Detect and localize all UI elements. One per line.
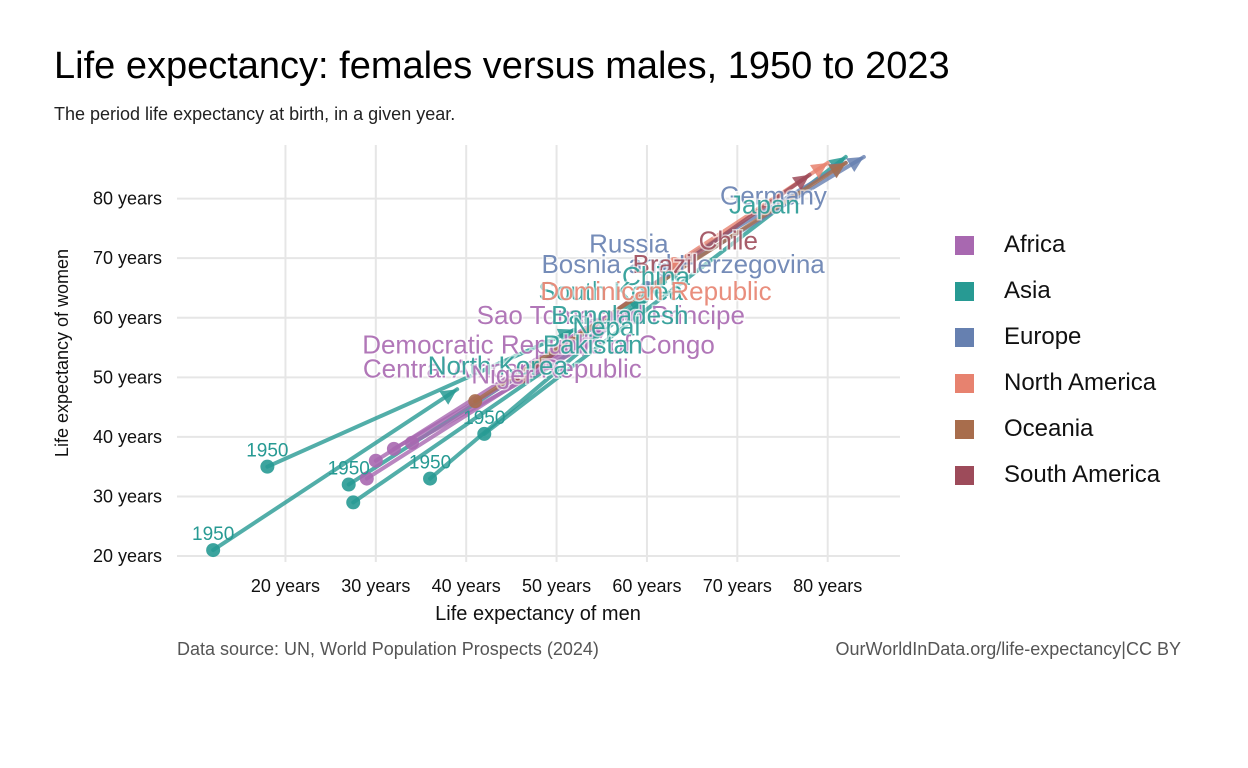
country-label: Chile <box>699 225 758 255</box>
series-arrowhead <box>556 328 575 344</box>
country-label: China <box>622 261 690 291</box>
y-tick-label: 40 years <box>93 427 162 447</box>
y-tick-label: 70 years <box>93 248 162 268</box>
series-start-point <box>260 459 275 474</box>
series-start-point <box>477 426 492 441</box>
series-arrowhead <box>611 311 629 328</box>
x-tick-label: 80 years <box>793 576 862 596</box>
country-label: Bosnia and Herzegovina <box>541 249 825 279</box>
legend-swatch <box>955 281 974 301</box>
legend-swatch <box>955 465 974 485</box>
legend-label: Oceania <box>1004 415 1094 442</box>
x-tick-label: 20 years <box>251 576 320 596</box>
series-start-point <box>404 435 419 450</box>
series-arrowhead <box>846 156 864 173</box>
y-tick-label: 60 years <box>93 308 162 328</box>
series-arrowhead <box>827 162 846 179</box>
start-year-label: 1950 <box>246 441 288 462</box>
legend-label: Africa <box>1004 231 1066 258</box>
series-line <box>391 321 613 451</box>
country-label: Democratic Republic of Congo <box>362 330 715 360</box>
series-start-point <box>468 394 483 409</box>
start-year-label: 1950 <box>328 459 370 480</box>
x-tick-label: 50 years <box>522 576 591 596</box>
x-axis-title: Life expectancy of men <box>435 603 641 625</box>
series-arrowhead <box>791 174 810 191</box>
legend-item-europe: Europe <box>955 314 1160 360</box>
series-start-point <box>359 471 374 486</box>
series-line <box>409 339 595 445</box>
series-points <box>206 257 682 558</box>
series-start-point <box>206 543 221 558</box>
country-label: South Korea <box>539 276 684 306</box>
legend-swatch <box>955 327 974 347</box>
series-start-point <box>386 441 401 456</box>
y-tick-label: 20 years <box>93 546 162 566</box>
y-tick-label: 50 years <box>93 367 162 387</box>
country-label: Dominican Republic <box>540 276 771 306</box>
series-line <box>473 160 848 404</box>
series-start-point <box>513 370 528 385</box>
country-label: Japan <box>729 190 800 220</box>
legend-item-asia: Asia <box>955 268 1160 314</box>
legend-item-africa: Africa <box>955 222 1160 268</box>
legend-label: South America <box>1004 461 1161 488</box>
credit-link[interactable]: OurWorldInData.org/life-expectancy|CC BY <box>835 639 1181 659</box>
x-tick-label: 30 years <box>341 576 410 596</box>
start-year-label: 1950 <box>463 408 505 429</box>
series-line <box>211 387 460 553</box>
legend-label: North America <box>1004 369 1157 396</box>
start-year-label: 1950 <box>409 453 451 474</box>
series-arrowhead <box>809 162 828 179</box>
country-label: Pakistan <box>543 330 643 360</box>
legend-swatch <box>955 235 974 255</box>
legend-item-oceania: Oceania <box>955 406 1160 452</box>
series-start-point <box>368 453 383 468</box>
legend-swatch <box>955 373 974 393</box>
series-start-point <box>667 257 682 272</box>
series-start-point <box>341 477 356 492</box>
legend-item-south-america: South America <box>955 452 1160 498</box>
x-tick-label: 60 years <box>612 576 681 596</box>
x-tick-label: 70 years <box>703 576 772 596</box>
chart-subtitle: The period life expectancy at birth, in … <box>54 104 456 124</box>
country-label: Bangladesh <box>551 300 688 330</box>
legend: Africa Asia Europe North America Oceania… <box>955 222 1160 498</box>
y-tick-label: 30 years <box>93 486 162 506</box>
country-label: North Korea <box>428 350 569 380</box>
legend-swatch <box>955 419 974 439</box>
country-label: Germany <box>720 181 827 211</box>
y-axis-title: Life expectancy of women <box>52 249 72 457</box>
start-year-labels: 1950 1950 1950 1950 1950 <box>192 408 505 545</box>
legend-label: Asia <box>1004 277 1051 304</box>
series-line <box>265 327 577 469</box>
data-source: Data source: UN, World Population Prospe… <box>177 639 599 659</box>
legend-label: Europe <box>1004 323 1082 350</box>
legend-item-north-america: North America <box>955 360 1160 406</box>
series-arrowhead <box>574 341 593 357</box>
start-year-label: 1950 <box>192 524 234 545</box>
series-arrowhead <box>592 323 611 339</box>
chart-title: Life expectancy: females versus males, 1… <box>54 45 950 87</box>
country-label: Russia <box>589 228 669 258</box>
country-label: Nepal <box>572 312 640 342</box>
country-label: Niger <box>471 359 533 389</box>
series-arrowhead <box>439 389 458 405</box>
country-label: Brazil <box>633 249 698 279</box>
country-label: Sao Tome and Principe <box>477 300 745 330</box>
axis-tick-labels: 20 years 30 years 40 years 50 years 60 years… <box>93 189 862 596</box>
x-tick-label: 40 years <box>432 576 501 596</box>
country-label: Central African Republic <box>363 353 642 383</box>
y-tick-label: 80 years <box>93 189 162 209</box>
series-start-point <box>346 495 361 510</box>
series-line <box>428 262 686 481</box>
series-start-point <box>639 280 654 295</box>
series-start-point <box>423 471 438 486</box>
